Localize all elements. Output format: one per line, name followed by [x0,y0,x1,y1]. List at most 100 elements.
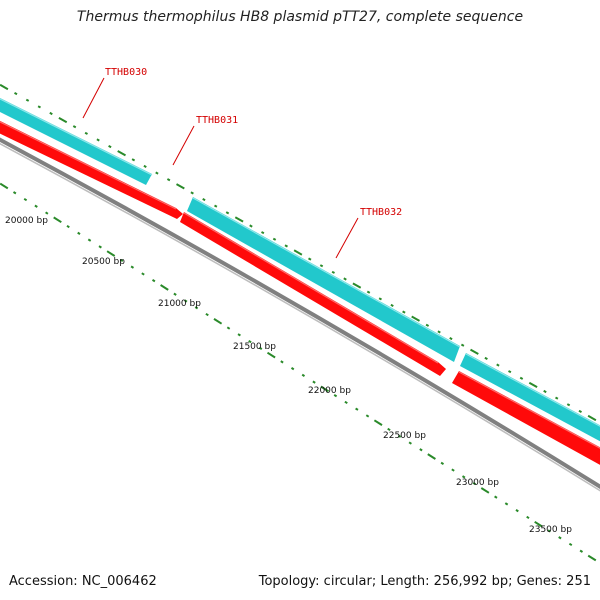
scale-tick-outer [366,290,371,294]
scale-tick-outer [508,370,512,374]
scale-tick-inner [266,351,276,359]
scale-tick-inner [494,495,498,499]
scale-tick-outer [352,282,362,289]
scale-tick-outer [249,224,253,228]
scale-tick-inner [213,318,223,325]
scale-tick-outer [331,270,335,274]
scale-tick-inner [226,326,231,330]
minor-ticks-outer [0,83,597,422]
scale-tick-outer [496,363,500,367]
scale-tick-inner [587,554,597,562]
scale-tick-inner [0,182,9,190]
scale-tick-outer [411,315,420,322]
scale-tick-outer [566,403,571,407]
scale-tick-outer [528,381,538,388]
scale-tick-outer [284,244,288,248]
scale-tick-inner [579,549,584,553]
reverse-strand-highlight [0,121,600,449]
reverse-strand-feature-2 [180,212,446,376]
scale-tick-outer [460,343,465,347]
scale-tick-outer [37,105,41,109]
scale-tick-outer [293,249,303,256]
gene-callout-TTHB032 [335,217,359,259]
scale-tick-inner [119,258,124,262]
scale-label-20000: 20000 bp [5,216,48,226]
scale-tick-outer [117,150,126,157]
scale-tick-outer [308,257,312,261]
scale-tick-inner [387,427,391,432]
scale-tick-outer [578,409,582,413]
gene-label-TTHB031[interactable]: TTHB031 [196,115,238,126]
scale-tick-inner [141,272,145,276]
scale-tick-inner [151,279,156,283]
scale-tick-outer [155,171,159,175]
scale-tick-outer [470,348,479,355]
scale-tick-inner [373,419,383,426]
forward-strand-highlight [0,98,600,427]
scale-tick-outer [272,237,277,241]
scale-tick-outer [378,297,382,301]
scale-tick-inner [397,434,402,438]
scale-tick-inner [106,250,116,257]
gene-label-TTHB032[interactable]: TTHB032 [360,207,402,218]
scale-tick-inner [461,475,466,479]
scale-tick-outer [319,264,324,268]
accession-text: Accession: NC_006462 [9,574,157,589]
scale-tick-inner [526,515,530,520]
scale-label-23000: 23000 bp [456,478,499,488]
scale-tick-inner [301,373,306,377]
gene-label-TTHB030[interactable]: TTHB030 [105,67,147,78]
scale-tick-inner [365,414,370,418]
scale-tick-outer [14,92,18,96]
scale-tick-inner [408,441,412,445]
scale-tick-outer [519,376,524,380]
forward-strand-feature-3 [460,353,600,442]
scale-tick-outer [543,389,547,394]
reverse-strand-feature-1 [0,120,183,219]
topology-summary: Topology: circular; Length: 256,992 bp; … [258,574,591,589]
scale-tick-inner [320,385,330,393]
gene-callout-TTHB030 [82,77,105,119]
forward-strand-feature-2 [187,197,460,362]
reverse-strand-feature-3 [452,371,600,465]
scale-tick-outer [587,414,597,422]
scale-tick-outer [166,178,171,182]
scale-tick-inner [534,520,543,528]
scale-tick-outer [261,231,265,235]
scale-label-22500: 22500 bp [383,431,426,441]
scale-tick-outer [425,323,430,327]
scale-tick-inner [504,502,509,506]
scale-tick-outer [225,211,230,215]
scale-tick-outer [402,310,406,314]
scale-tick-inner [160,284,169,291]
map-title: Thermus thermophilus HB8 plasmid pTT27, … [76,9,524,25]
scale-tick-outer [555,396,559,400]
scale-tick-inner [472,482,477,486]
scale-label-22000: 22000 bp [308,386,351,396]
scale-tick-inner [333,394,338,398]
scale-tick-inner [515,509,519,513]
scale-tick-outer [143,164,147,168]
scale-tick-outer [84,131,88,135]
scale-tick-inner [34,204,38,208]
scale-tick-outer [202,198,206,202]
scale-label-23500: 23500 bp [529,525,572,535]
scale-tick-inner [194,306,199,310]
scale-tick-outer [234,216,244,223]
scale-tick-inner [312,380,316,384]
scale-tick-inner [173,292,177,296]
scale-tick-inner [12,191,17,195]
scale-tick-outer [0,83,9,91]
scale-tick-inner [23,197,28,202]
scale-tick-inner [427,453,436,460]
scale-tick-inner [290,367,295,371]
scale-label-21000: 21000 bp [158,299,201,309]
scale-tick-inner [53,216,62,224]
scale-tick-inner [184,299,188,303]
scale-tick-inner [558,536,562,540]
scale-tick-outer [96,138,100,142]
scale-label-21500: 21500 bp [233,342,276,352]
scale-tick-outer [131,158,136,162]
scale-tick-inner [45,211,49,215]
